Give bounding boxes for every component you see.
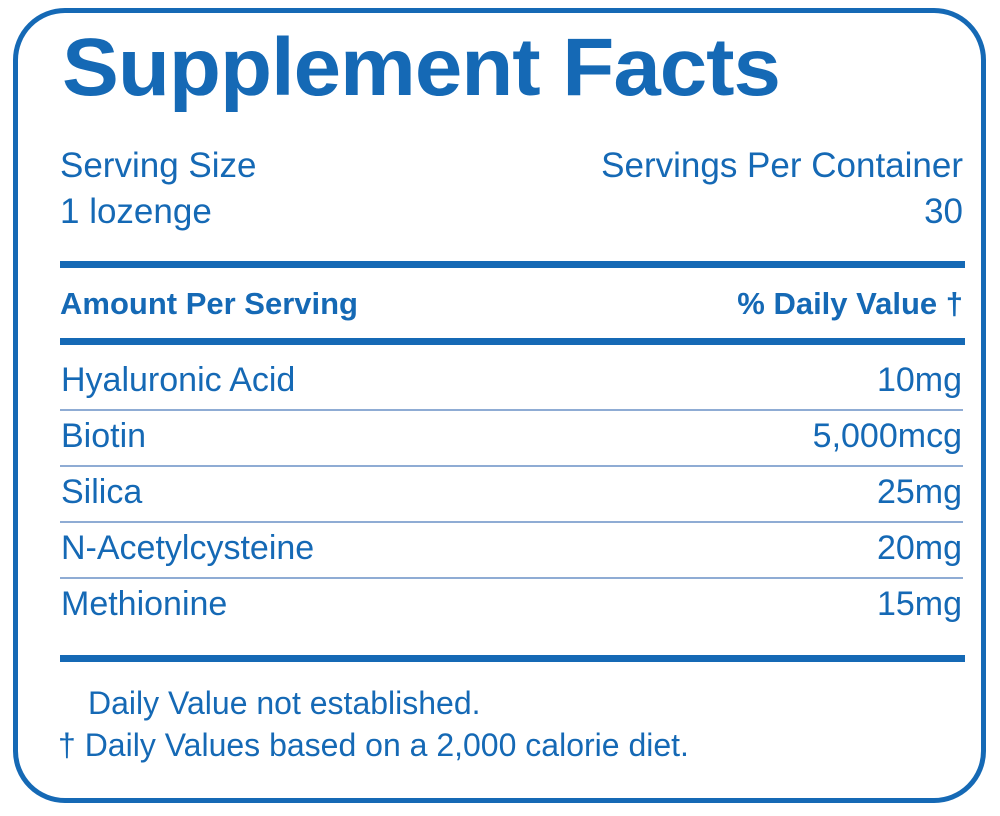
rule-above-header [60,261,965,268]
rule-below-header [60,338,965,345]
ingredient-name: Methionine [61,585,228,623]
ingredient-table: Hyaluronic Acid 10mg Biotin 5,000mcg Sil… [60,355,963,635]
footnote-daily-value-not-established: Daily Value not established. [88,685,481,721]
servings-per-container-value: 30 [924,192,963,231]
ingredient-name: N-Acetylcysteine [61,529,315,567]
row-divider [60,577,963,579]
servings-per-container-group: Servings Per Container 30 [601,143,963,235]
footnote-group: Daily Value not established. † Daily Val… [58,682,963,766]
ingredient-name: Hyaluronic Acid [61,361,296,399]
table-row: N-Acetylcysteine 20mg [60,523,963,579]
ingredient-amount: 25mg [876,473,962,511]
serving-size-value: 1 lozenge [60,192,212,231]
ingredient-amount: 5,000mcg [812,417,962,455]
serving-info: Serving Size 1 lozenge Servings Per Cont… [60,143,963,243]
serving-size-group: Serving Size 1 lozenge [60,143,256,235]
table-row: Hyaluronic Acid 10mg [60,355,963,411]
footnote-daily-values-basis: † Daily Values based on a 2,000 calorie … [58,727,689,763]
servings-per-container-label: Servings Per Container [601,146,963,185]
ingredient-amount: 20mg [876,529,962,567]
ingredient-name: Biotin [61,417,147,455]
table-row: Methionine 15mg [60,579,963,635]
ingredient-amount: 10mg [876,361,962,399]
rule-above-footnotes [60,655,965,662]
column-header-amount-per-serving: Amount Per Serving [60,286,358,321]
column-header-daily-value: % Daily Value † [737,286,963,321]
ingredient-name: Silica [61,473,143,511]
label-border [13,8,986,803]
serving-size-label: Serving Size [60,146,257,185]
table-row: Biotin 5,000mcg [60,411,963,467]
row-divider [60,465,963,467]
page-title: Supplement Facts [62,22,781,113]
table-column-header: Amount Per Serving % Daily Value † [60,283,963,329]
table-row: Silica 25mg [60,467,963,523]
row-divider [60,521,963,523]
row-divider [60,409,963,411]
ingredient-amount: 15mg [876,585,962,623]
